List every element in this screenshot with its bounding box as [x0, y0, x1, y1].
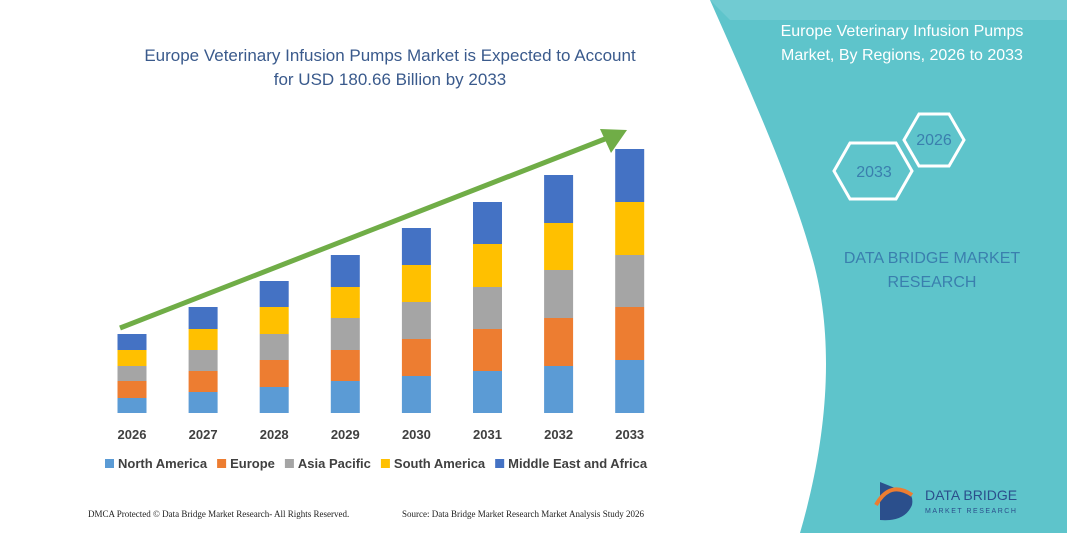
- bar-segment: [188, 329, 218, 350]
- trend-arrow: [119, 134, 611, 331]
- bar-segment: [544, 366, 574, 413]
- bar-segment: [473, 371, 502, 413]
- bar-segment: [188, 350, 218, 371]
- legend-label: North America: [118, 456, 208, 471]
- bar-segment: [259, 334, 289, 360]
- bar-segment: [473, 287, 502, 329]
- badge: 2033: [856, 164, 892, 181]
- legend-label: Asia Pacific: [298, 456, 371, 471]
- bar-segment: [330, 381, 360, 413]
- bar-segment: [615, 360, 645, 413]
- x-tick-label: 2028: [260, 427, 289, 442]
- bar-segment: [401, 302, 431, 339]
- bar-segment: [117, 381, 147, 398]
- side-panel: [710, 0, 1067, 533]
- bar-segment: [117, 334, 147, 350]
- chart-title-1: Europe Veterinary Infusion Pumps Market …: [144, 46, 636, 89]
- bar-segment: [544, 223, 574, 270]
- badge: 2026: [916, 132, 952, 149]
- bar-segment: [401, 339, 431, 376]
- bar-segment: [188, 307, 218, 329]
- footer-right: Source: Data Bridge Market Research Mark…: [402, 509, 644, 519]
- footer-left: DMCA Protected © Data Bridge Market Rese…: [88, 509, 349, 519]
- bar-segment: [401, 376, 431, 413]
- brand-1: DATA BRIDGE MARKET RESEARCH: [844, 250, 1021, 291]
- bar-segment: [117, 350, 147, 366]
- bar-segment: [330, 287, 360, 318]
- x-tick-label: 2032: [544, 427, 573, 442]
- logo-subtitle: MARKET RESEARCH: [925, 508, 1017, 515]
- side-panel-shade: [710, 0, 1067, 20]
- bar-segment: [473, 244, 502, 287]
- legend-swatch: [284, 459, 294, 468]
- bar-segment: [330, 255, 360, 287]
- x-tick-label: 2031: [473, 427, 502, 442]
- bar-segment: [259, 307, 289, 334]
- bar-segment: [259, 360, 289, 387]
- x-tick-label: 2027: [189, 427, 218, 442]
- x-tick-label: 2026: [118, 427, 147, 442]
- plot: 2026 2027 2028 2029 2030 2031 2032 2033 North Am…: [105, 149, 648, 471]
- logo-swoosh: [874, 487, 914, 507]
- x-tick-label: 2029: [331, 427, 360, 442]
- logo-title: DATA BRIDGE: [925, 487, 1017, 503]
- bar-segment: [615, 307, 645, 360]
- legend-swatch: [217, 459, 227, 468]
- bar-segment: [188, 392, 218, 413]
- bar-segment: [615, 255, 645, 307]
- bar-segment: [259, 387, 289, 413]
- bar-segment: [615, 202, 645, 255]
- legend-label: South America: [394, 456, 486, 471]
- bar-segment: [473, 202, 502, 244]
- legend-swatch: [105, 459, 114, 468]
- bar-segment: [259, 281, 289, 307]
- trend-arrow-head: [600, 129, 627, 153]
- side-title-1: Europe Veterinary Infusion Pumps Market, …: [781, 23, 1024, 64]
- bar-segment: [330, 350, 360, 381]
- bar-segment: [615, 149, 645, 202]
- bar-segment: [401, 228, 431, 265]
- bar-segment: [117, 366, 147, 381]
- legend-swatch: [380, 459, 390, 468]
- bar-segment: [544, 270, 574, 318]
- badge-hex: [902, 112, 966, 168]
- bar-segment: [544, 318, 574, 366]
- x-tick-label: 2033: [615, 427, 644, 442]
- bar-segment: [544, 175, 574, 223]
- legend-label: Middle East and Africa: [508, 456, 648, 471]
- bar-segment: [188, 371, 218, 392]
- legend-swatch: [495, 459, 505, 468]
- badge-hex: [832, 141, 914, 201]
- legend-label: Europe: [230, 456, 275, 471]
- bar-segment: [473, 329, 502, 371]
- bar-segment: [401, 265, 431, 302]
- x-tick-label: 2030: [402, 427, 431, 442]
- bar-segment: [117, 398, 147, 413]
- bar-segment: [330, 318, 360, 350]
